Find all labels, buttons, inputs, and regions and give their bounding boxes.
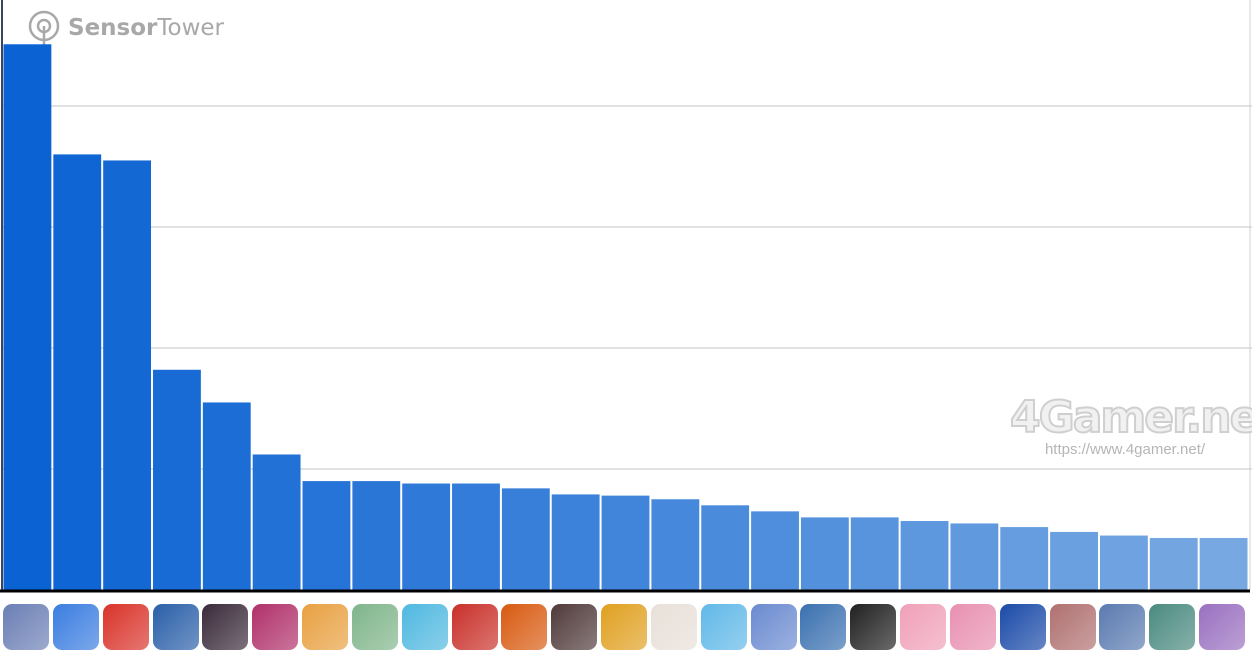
app-icon [1149,604,1196,650]
app-icon [102,604,149,650]
sensor-tower-logo: SensorTower [26,10,224,46]
app-icon [551,604,598,650]
bar [900,521,949,590]
app-icon [999,604,1046,650]
app-icon [52,604,99,650]
watermark: 4Gamer.net https://www.4gamer.net/ [1009,391,1252,458]
watermark-logo: 4Gamer.net [1009,391,1252,444]
bar [651,499,700,590]
app-icon [750,604,797,650]
app-icon [401,604,448,650]
bar [1199,537,1248,590]
app-icon [601,604,648,650]
bar [701,505,750,590]
watermark-url: https://www.4gamer.net/ [1044,441,1206,458]
app-icon [1049,604,1096,650]
bar [1099,535,1148,590]
bar [1149,537,1198,590]
app-icon [700,604,747,650]
logo-bold-text: Sensor [68,15,158,41]
bar [850,517,899,590]
bar [103,160,152,590]
app-icon [501,604,548,650]
bar [1000,527,1049,590]
app-icon [1099,604,1146,650]
logo-light-text: Tower [157,15,225,41]
bar [551,494,600,590]
bar [252,454,301,590]
app-icon [1199,604,1246,650]
bar [302,481,351,590]
bar [1050,531,1098,590]
bar [352,481,401,590]
app-icon [252,604,299,650]
bar [3,44,52,591]
bar [402,483,451,590]
app-icon [202,604,249,650]
bar [751,511,799,590]
bar [53,154,102,590]
app-icon [451,604,498,650]
bar [800,517,849,590]
bar [153,369,201,590]
bar-chart [0,0,1252,593]
app-icon [949,604,996,650]
sensor-tower-icon [28,10,60,46]
app-icon [351,604,398,650]
app-icon [3,604,49,650]
bar [501,488,550,590]
app-icon [650,604,697,650]
app-icon [850,604,897,650]
bar [601,495,650,590]
app-icon [302,604,349,650]
bar [452,483,500,590]
app-icon [800,604,847,650]
app-icon [152,604,199,650]
bar [950,523,999,590]
bar [202,402,251,590]
app-icon [900,604,947,650]
